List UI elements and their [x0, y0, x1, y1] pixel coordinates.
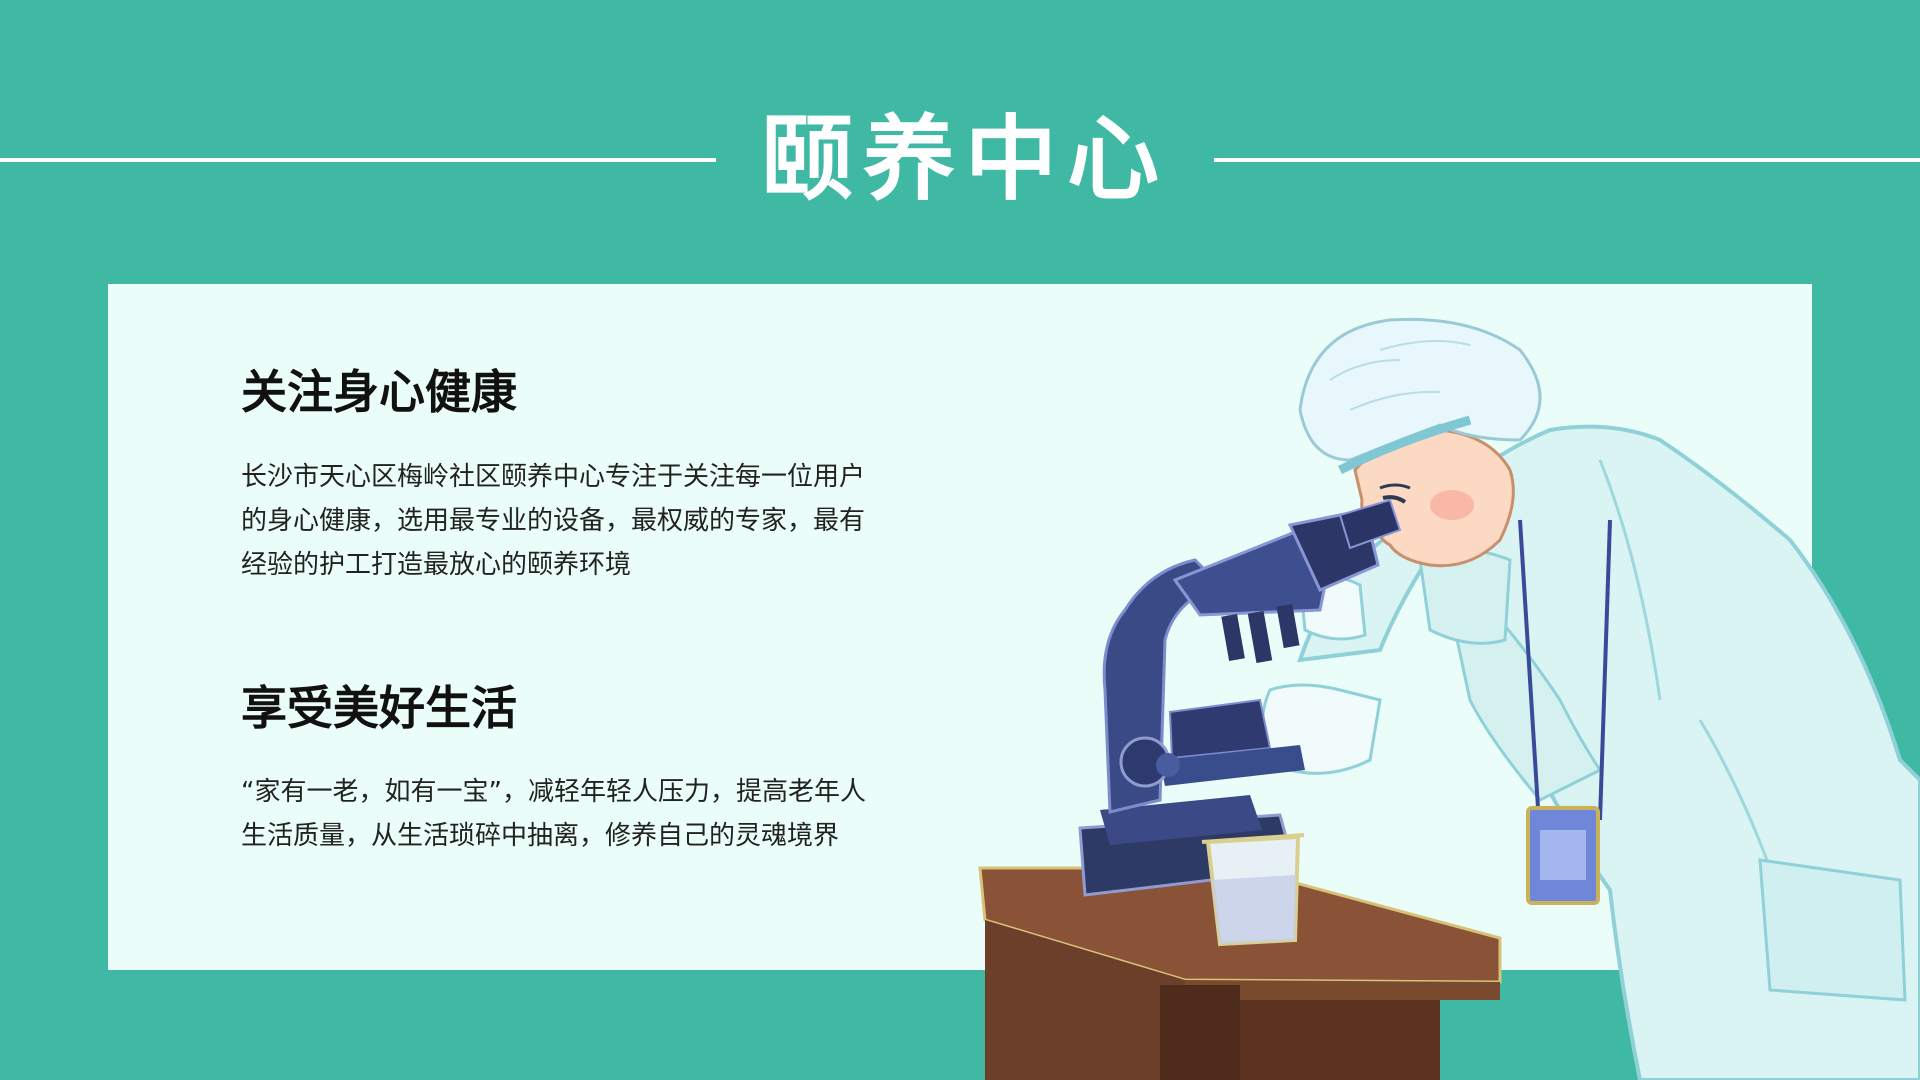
lab-scientist-microscope-illustration	[978, 317, 1920, 1080]
section-body-life: “家有一老，如有一宝”，减轻年轻人压力，提高老年人生活质量，从生活琐碎中抽离，修…	[241, 777, 866, 851]
section-heading-life: 享受美好生活	[241, 681, 517, 735]
title-rule-right	[1214, 158, 1920, 162]
section-heading-health: 关注身心健康	[241, 365, 517, 419]
page-title: 颐养中心	[760, 106, 1169, 213]
section-body-health: 长沙市天心区梅岭社区颐养中心专注于关注每一位用户的身心健康，选用最专业的设备，最…	[241, 462, 866, 580]
title-rule-left	[0, 158, 716, 162]
